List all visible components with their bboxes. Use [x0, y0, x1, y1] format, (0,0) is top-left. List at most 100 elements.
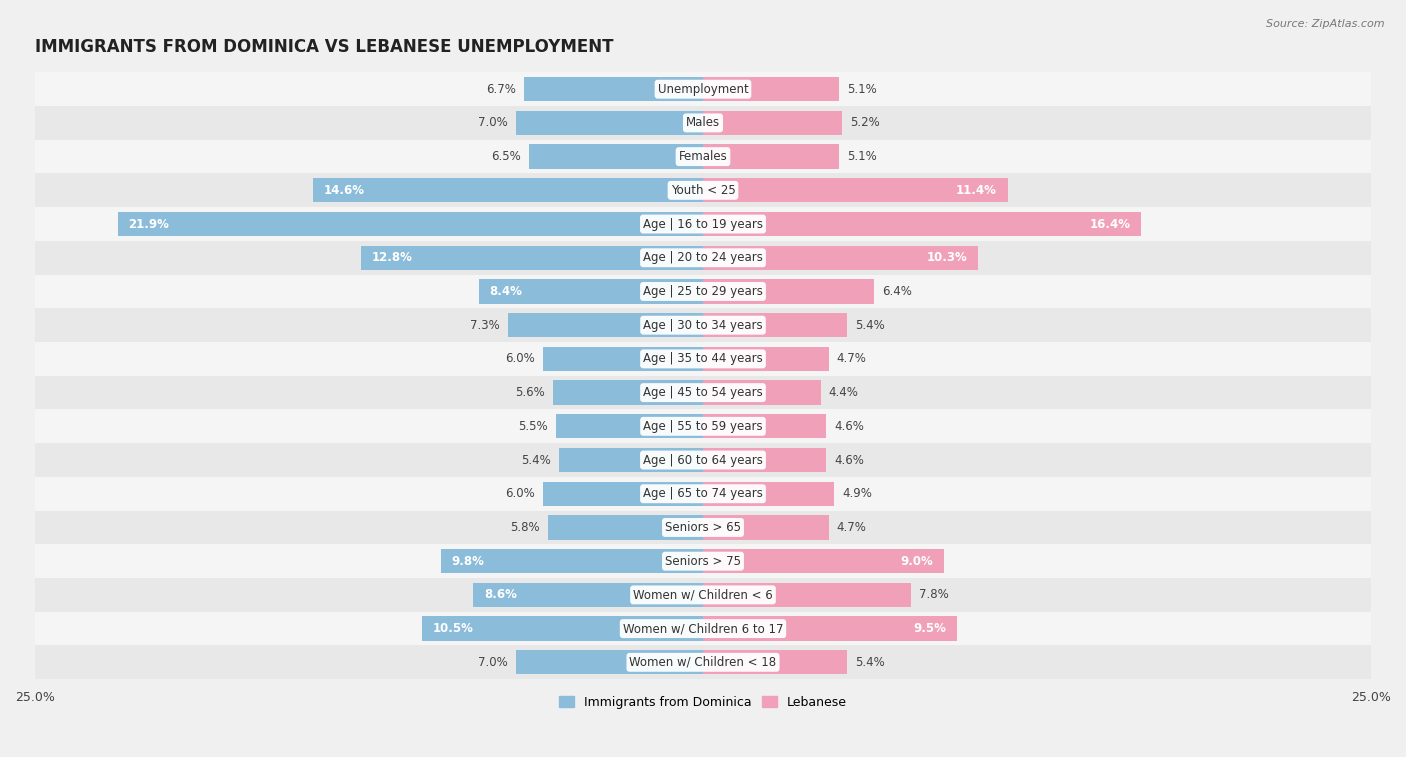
- Bar: [703, 481, 834, 506]
- Text: Seniors > 65: Seniors > 65: [665, 521, 741, 534]
- Bar: [529, 145, 703, 169]
- Bar: [703, 245, 979, 270]
- Bar: [516, 111, 703, 135]
- Bar: [543, 347, 703, 371]
- Text: 7.0%: 7.0%: [478, 117, 508, 129]
- Text: Males: Males: [686, 117, 720, 129]
- Bar: [548, 516, 703, 540]
- Text: 10.3%: 10.3%: [927, 251, 967, 264]
- Text: Age | 16 to 19 years: Age | 16 to 19 years: [643, 217, 763, 231]
- Text: 9.5%: 9.5%: [914, 622, 946, 635]
- Text: 6.5%: 6.5%: [492, 150, 522, 163]
- Text: 5.1%: 5.1%: [848, 83, 877, 95]
- Bar: [35, 578, 1371, 612]
- Text: 5.4%: 5.4%: [522, 453, 551, 466]
- Text: Age | 30 to 34 years: Age | 30 to 34 years: [643, 319, 763, 332]
- Bar: [35, 410, 1371, 443]
- Text: Seniors > 75: Seniors > 75: [665, 555, 741, 568]
- Text: Youth < 25: Youth < 25: [671, 184, 735, 197]
- Text: Age | 60 to 64 years: Age | 60 to 64 years: [643, 453, 763, 466]
- Text: 4.7%: 4.7%: [837, 521, 866, 534]
- Text: Unemployment: Unemployment: [658, 83, 748, 95]
- Text: 5.2%: 5.2%: [851, 117, 880, 129]
- Text: Females: Females: [679, 150, 727, 163]
- Text: 5.6%: 5.6%: [516, 386, 546, 399]
- Text: 4.6%: 4.6%: [834, 420, 863, 433]
- Text: 21.9%: 21.9%: [128, 217, 169, 231]
- Bar: [35, 241, 1371, 275]
- Bar: [703, 650, 848, 674]
- Text: 6.7%: 6.7%: [486, 83, 516, 95]
- Bar: [516, 650, 703, 674]
- Bar: [422, 616, 703, 640]
- Bar: [35, 106, 1371, 140]
- Text: 5.4%: 5.4%: [855, 319, 884, 332]
- Bar: [558, 448, 703, 472]
- Bar: [703, 381, 821, 405]
- Text: 11.4%: 11.4%: [956, 184, 997, 197]
- Bar: [35, 207, 1371, 241]
- Text: 5.4%: 5.4%: [855, 656, 884, 669]
- Bar: [703, 178, 1008, 202]
- Text: 8.6%: 8.6%: [484, 588, 517, 601]
- Bar: [35, 275, 1371, 308]
- Text: Age | 20 to 24 years: Age | 20 to 24 years: [643, 251, 763, 264]
- Bar: [35, 511, 1371, 544]
- Text: 7.3%: 7.3%: [470, 319, 501, 332]
- Bar: [703, 549, 943, 573]
- Bar: [508, 313, 703, 338]
- Text: Age | 55 to 59 years: Age | 55 to 59 years: [643, 420, 763, 433]
- Text: 6.0%: 6.0%: [505, 353, 534, 366]
- Bar: [314, 178, 703, 202]
- Bar: [35, 646, 1371, 679]
- Bar: [35, 173, 1371, 207]
- Bar: [703, 616, 957, 640]
- Text: 4.9%: 4.9%: [842, 488, 872, 500]
- Bar: [543, 481, 703, 506]
- Bar: [118, 212, 703, 236]
- Text: 4.7%: 4.7%: [837, 353, 866, 366]
- Text: 9.8%: 9.8%: [451, 555, 485, 568]
- Text: 7.0%: 7.0%: [478, 656, 508, 669]
- Bar: [703, 279, 875, 304]
- Text: 5.5%: 5.5%: [519, 420, 548, 433]
- Bar: [524, 77, 703, 101]
- Text: 12.8%: 12.8%: [371, 251, 412, 264]
- Bar: [35, 140, 1371, 173]
- Bar: [35, 477, 1371, 511]
- Text: IMMIGRANTS FROM DOMINICA VS LEBANESE UNEMPLOYMENT: IMMIGRANTS FROM DOMINICA VS LEBANESE UNE…: [35, 38, 613, 56]
- Text: Age | 25 to 29 years: Age | 25 to 29 years: [643, 285, 763, 298]
- Bar: [35, 612, 1371, 646]
- Text: 6.4%: 6.4%: [882, 285, 912, 298]
- Text: 5.1%: 5.1%: [848, 150, 877, 163]
- Legend: Immigrants from Dominica, Lebanese: Immigrants from Dominica, Lebanese: [554, 691, 852, 714]
- Bar: [703, 313, 848, 338]
- Bar: [703, 516, 828, 540]
- Bar: [35, 375, 1371, 410]
- Bar: [35, 73, 1371, 106]
- Bar: [703, 111, 842, 135]
- Text: 8.4%: 8.4%: [489, 285, 522, 298]
- Bar: [703, 347, 828, 371]
- Text: 10.5%: 10.5%: [433, 622, 474, 635]
- Bar: [361, 245, 703, 270]
- Text: 4.6%: 4.6%: [834, 453, 863, 466]
- Bar: [474, 583, 703, 607]
- Text: 5.8%: 5.8%: [510, 521, 540, 534]
- Text: Age | 35 to 44 years: Age | 35 to 44 years: [643, 353, 763, 366]
- Bar: [703, 145, 839, 169]
- Text: 4.4%: 4.4%: [828, 386, 859, 399]
- Text: 6.0%: 6.0%: [505, 488, 534, 500]
- Bar: [703, 583, 911, 607]
- Bar: [554, 381, 703, 405]
- Text: 16.4%: 16.4%: [1090, 217, 1130, 231]
- Bar: [441, 549, 703, 573]
- Text: Age | 65 to 74 years: Age | 65 to 74 years: [643, 488, 763, 500]
- Bar: [703, 77, 839, 101]
- Text: 9.0%: 9.0%: [900, 555, 932, 568]
- Bar: [703, 414, 825, 438]
- Bar: [35, 308, 1371, 342]
- Text: Women w/ Children 6 to 17: Women w/ Children 6 to 17: [623, 622, 783, 635]
- Text: Women w/ Children < 6: Women w/ Children < 6: [633, 588, 773, 601]
- Bar: [478, 279, 703, 304]
